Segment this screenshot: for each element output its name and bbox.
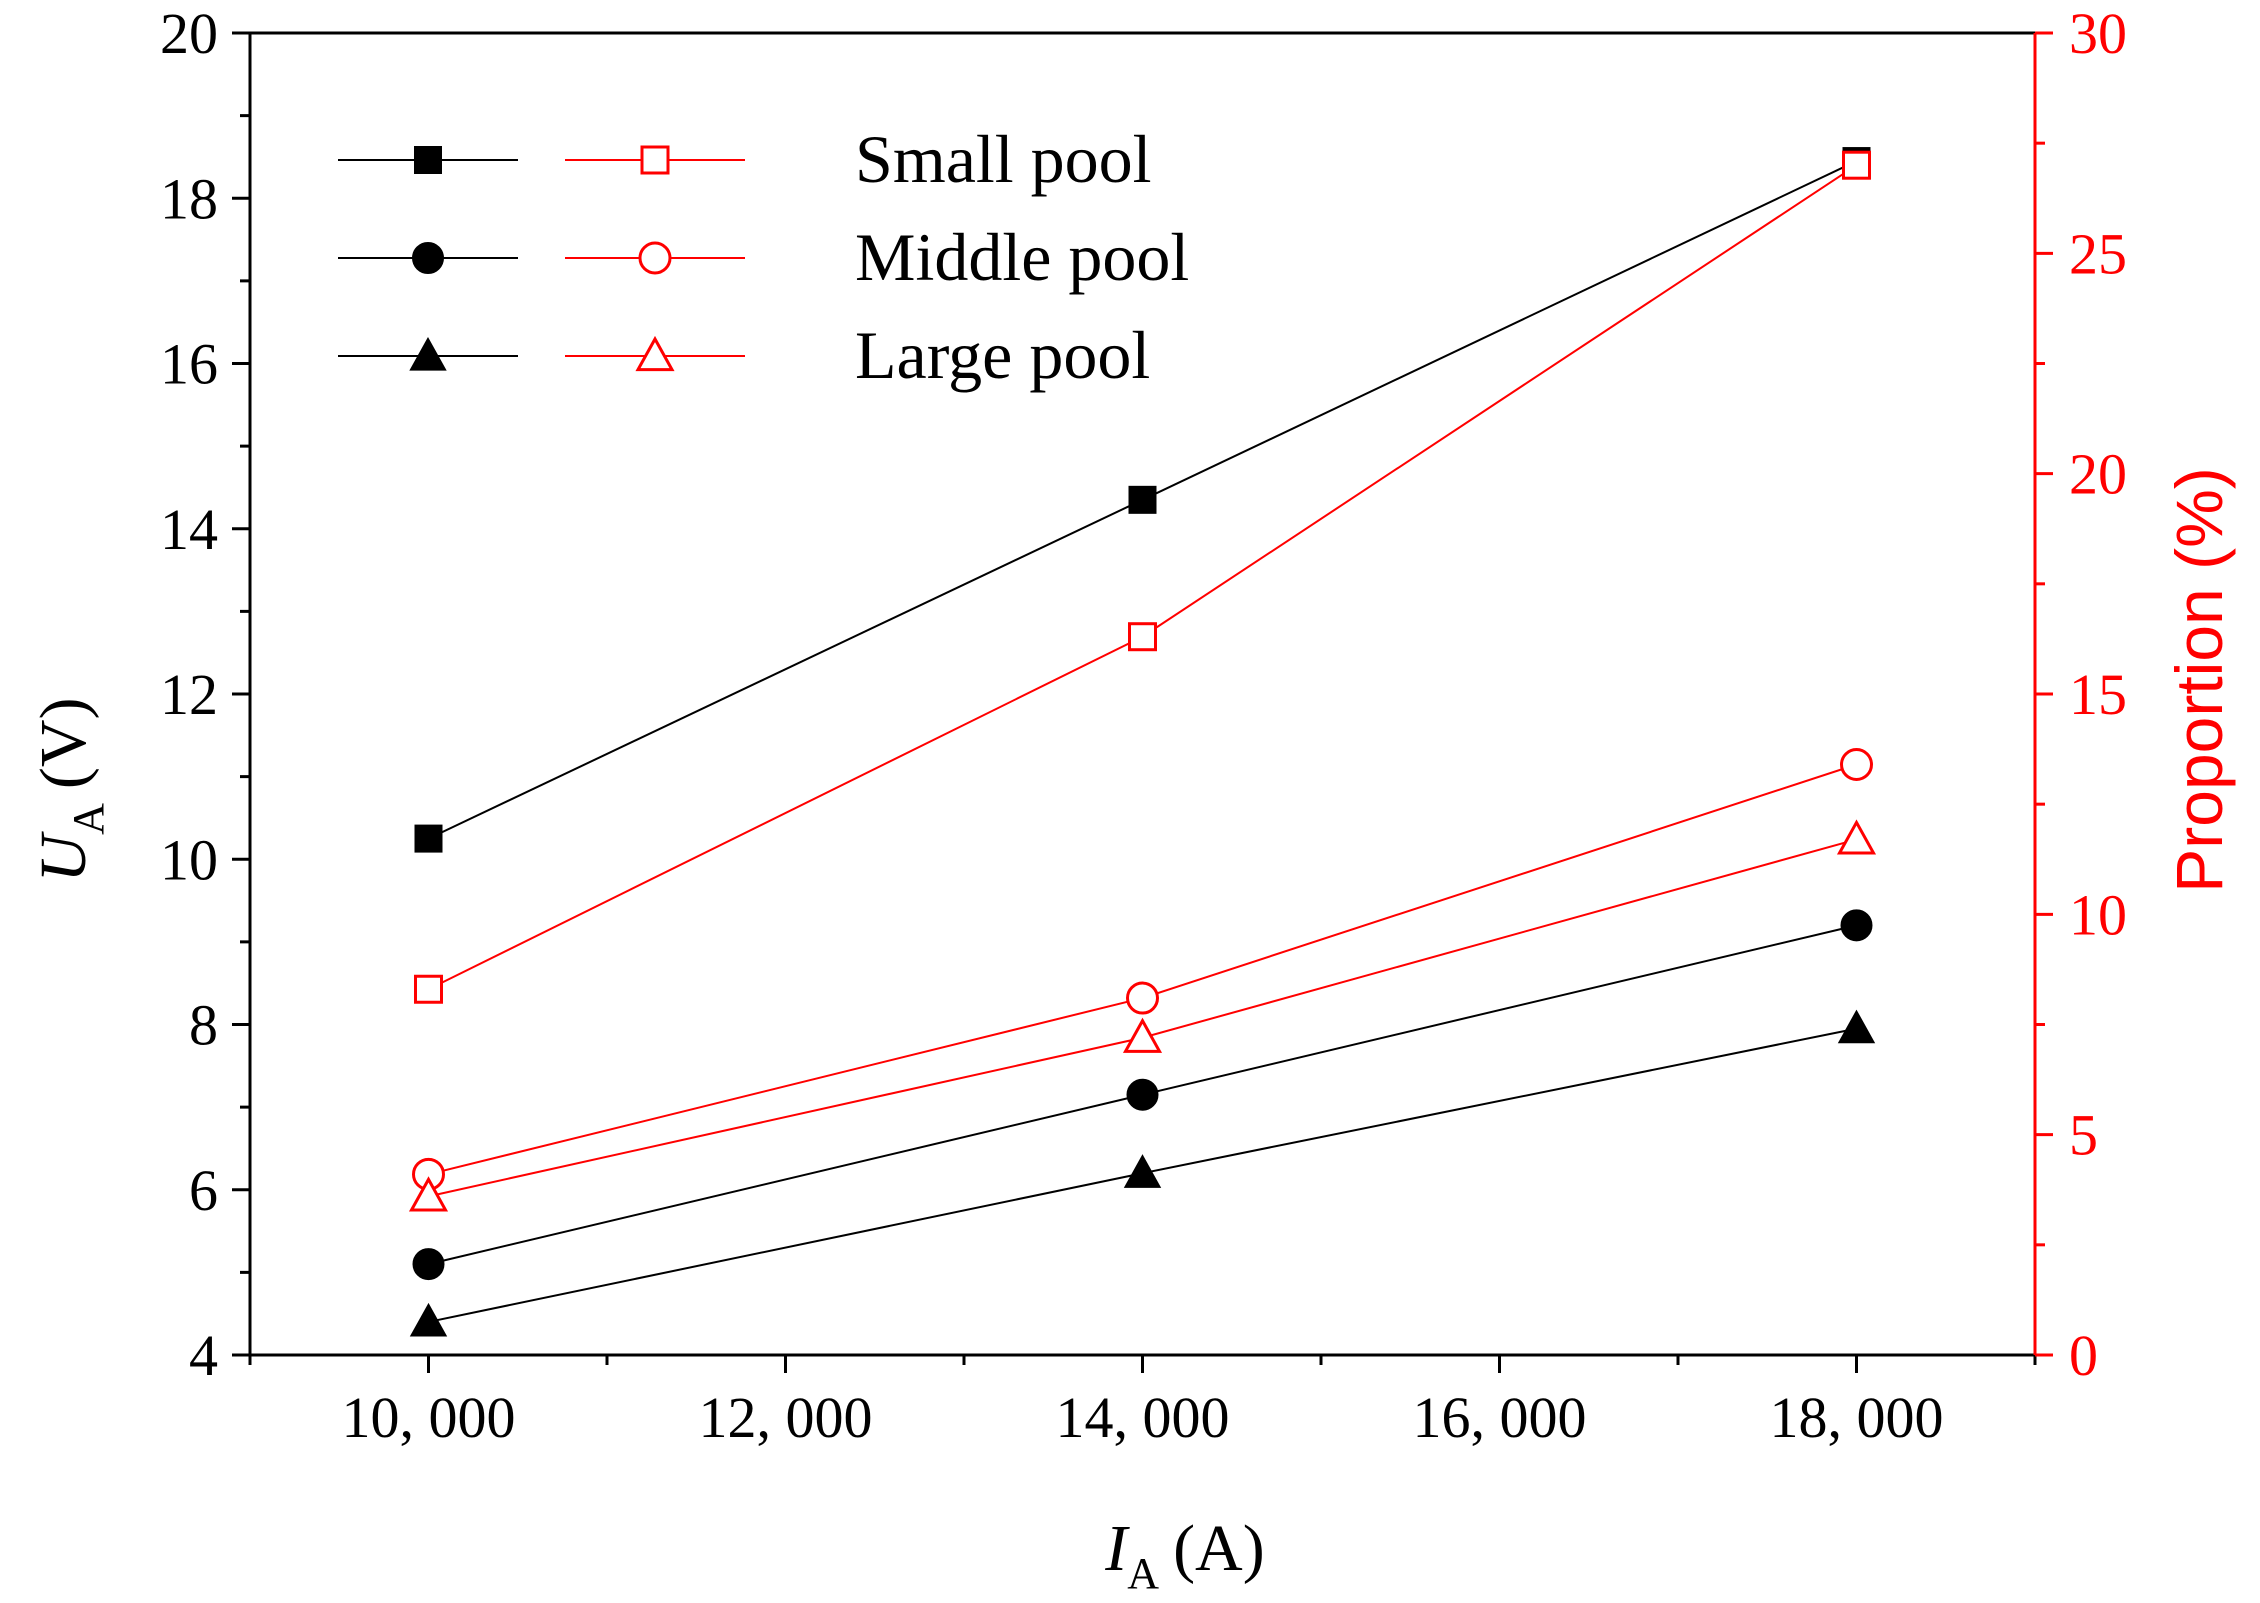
y2-tick-label: 5	[2069, 1103, 2098, 1168]
y-tick-label: 16	[160, 332, 218, 397]
y2-tick-label: 0	[2069, 1323, 2098, 1388]
data-point-large-pool-left	[1123, 1154, 1162, 1188]
legend-label: Middle pool	[855, 219, 1189, 295]
data-point-large-pool-right	[1122, 1017, 1163, 1053]
legend-label: Small pool	[855, 121, 1152, 197]
data-point-small-pool-right	[1128, 622, 1157, 652]
x-tick-label: 16, 000	[1413, 1385, 1587, 1450]
legend-marker-right	[640, 145, 670, 175]
y2-tick-label: 25	[2069, 221, 2127, 286]
y2-tick-label: 30	[2069, 1, 2127, 66]
data-point-small-pool-right	[414, 974, 443, 1004]
data-point-middle-pool-right	[1126, 981, 1159, 1015]
y-tick-label: 18	[160, 166, 218, 231]
y-tick-label: 12	[160, 662, 218, 727]
data-point-large-pool-left	[1837, 1009, 1876, 1044]
data-point-small-pool-left	[1128, 485, 1157, 514]
legend-marker-left	[412, 242, 444, 274]
y-tick-label: 6	[189, 1158, 218, 1223]
x-tick-label: 14, 000	[1056, 1385, 1230, 1450]
series-layer	[408, 147, 1877, 1337]
x-axis-title: IA (A)	[1104, 1512, 1264, 1598]
x-tick-label: 18, 000	[1770, 1385, 1944, 1450]
data-point-middle-pool-left	[1840, 909, 1873, 942]
legend-label: Large pool	[855, 317, 1150, 393]
data-point-large-pool-right	[408, 1176, 449, 1212]
legend-marker-left	[409, 336, 447, 371]
y-tick-label: 10	[160, 827, 218, 892]
legend-marker-right	[635, 335, 675, 372]
x-tick-label: 12, 000	[699, 1385, 873, 1450]
data-point-large-pool-right	[1836, 819, 1877, 855]
data-point-middle-pool-right	[1840, 748, 1873, 782]
legend: Small pool Middle pool Large pool	[338, 121, 1189, 393]
legend-marker-right	[638, 241, 672, 275]
series-line-middle-pool-right	[428, 763, 1857, 1176]
data-point-small-pool-right	[1842, 150, 1871, 180]
y2-tick-label: 20	[2069, 442, 2127, 507]
data-point-middle-pool-left	[1126, 1078, 1159, 1111]
data-point-large-pool-left	[409, 1302, 448, 1337]
x-tick-label: 10, 000	[342, 1385, 516, 1450]
ticks: 10, 000 12, 000 14, 000 16, 000 18, 000 4 6 8 10…	[160, 1, 2127, 1450]
y2-tick-label: 10	[2069, 882, 2127, 947]
data-point-small-pool-left	[414, 824, 443, 853]
y2-tick-label: 15	[2069, 662, 2127, 727]
y-tick-label: 8	[189, 993, 218, 1058]
y2-axis-title: Proportion (%)	[2162, 467, 2236, 893]
data-point-middle-pool-left	[412, 1248, 445, 1281]
y-axis-title: UA(V)	[27, 697, 113, 882]
y-tick-label: 14	[160, 497, 218, 562]
y-tick-label: 20	[160, 1, 218, 66]
legend-marker-left	[414, 146, 442, 174]
y-tick-label: 4	[189, 1323, 218, 1388]
